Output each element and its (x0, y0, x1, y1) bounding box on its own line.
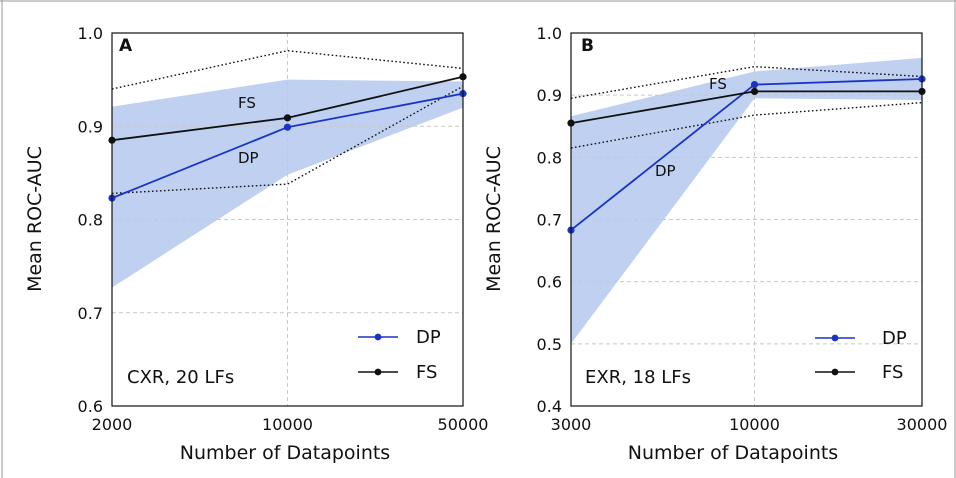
fs-line-label: FS (238, 94, 256, 112)
dp-ci-band-layer (571, 57, 922, 344)
plot-frame (570, 32, 923, 407)
y-axis-label: Mean ROC-AUC (483, 146, 505, 292)
x-tick-label: 3000 (551, 415, 592, 434)
y-tick-labels: 0.4 0.5 0.6 0.7 0.8 0.9 1.0 (537, 24, 562, 416)
x-tick-labels: 3000 10000 30000 (551, 415, 948, 434)
y-tick-labels: 0.6 0.7 0.8 0.9 1.0 (78, 24, 103, 416)
y-tick-label: 0.7 (537, 211, 562, 230)
y-tick-label: 1.0 (78, 24, 103, 43)
legend-fs-label: FS (882, 362, 903, 383)
plot-frame (111, 32, 464, 407)
dp-ci-band-layer (112, 79, 463, 288)
panel-letter: A (119, 36, 133, 56)
fs-data-point (283, 114, 292, 122)
x-axis-label: Number of Datapoints (180, 442, 390, 464)
dp-data-point (750, 80, 759, 89)
legend-dp-label: DP (416, 327, 441, 348)
x-tick-label: 30000 (897, 415, 948, 434)
y-axis-label: Mean ROC-AUC (24, 146, 46, 292)
chart-panel-b: 3000 10000 30000 0.4 0.5 0.6 0.7 0.8 0.9 1.0 Num… (483, 24, 947, 464)
y-tick-label: 0.8 (537, 148, 562, 167)
y-tick-label: 0.6 (78, 397, 103, 416)
x-tick-labels: 2000 10000 50000 (92, 415, 489, 434)
x-axis-label: Number of Datapoints (628, 442, 838, 464)
y-tick-label: 0.4 (537, 397, 562, 416)
y-tick-label: 0.9 (78, 117, 103, 136)
legend-fs-marker (831, 368, 839, 376)
chart-panel-a: 2000 10000 50000 0.6 0.7 0.8 0.9 1.0 Number of… (24, 24, 488, 464)
panel-letter: B (581, 36, 594, 56)
legend-dp-marker (831, 334, 839, 342)
dataset-annotation: EXR, 18 LFs (585, 367, 691, 388)
fs-line-label: FS (709, 75, 727, 93)
legend-fs-marker (374, 368, 382, 376)
legend-dp-marker (374, 333, 382, 341)
legend: DP FS (815, 328, 907, 383)
fs-upper-bound-line (111, 49, 464, 90)
legend-fs-label: FS (416, 362, 437, 383)
dataset-annotation: CXR, 20 LFs (127, 367, 234, 388)
y-tick-label: 0.7 (78, 304, 103, 323)
y-tick-label: 0.9 (537, 86, 562, 105)
y-tick-label: 0.8 (78, 211, 103, 230)
y-tick-label: 0.6 (537, 273, 562, 292)
x-tick-label: 10000 (262, 415, 313, 434)
dp-line-label: DP (655, 162, 676, 180)
dp-confidence-band (112, 79, 463, 288)
dp-line-label: DP (238, 149, 259, 167)
x-tick-label: 10000 (729, 415, 780, 434)
fs-data-point (750, 87, 759, 96)
x-tick-label: 50000 (438, 415, 489, 434)
legend: DP FS (358, 327, 441, 383)
y-tick-label: 1.0 (537, 24, 562, 43)
x-tick-label: 2000 (92, 415, 133, 434)
dp-data-point (283, 123, 292, 131)
y-tick-label: 0.5 (537, 335, 562, 354)
legend-dp-label: DP (882, 328, 907, 349)
dp-confidence-band (571, 57, 922, 344)
fs-bounds-layer (111, 49, 464, 195)
